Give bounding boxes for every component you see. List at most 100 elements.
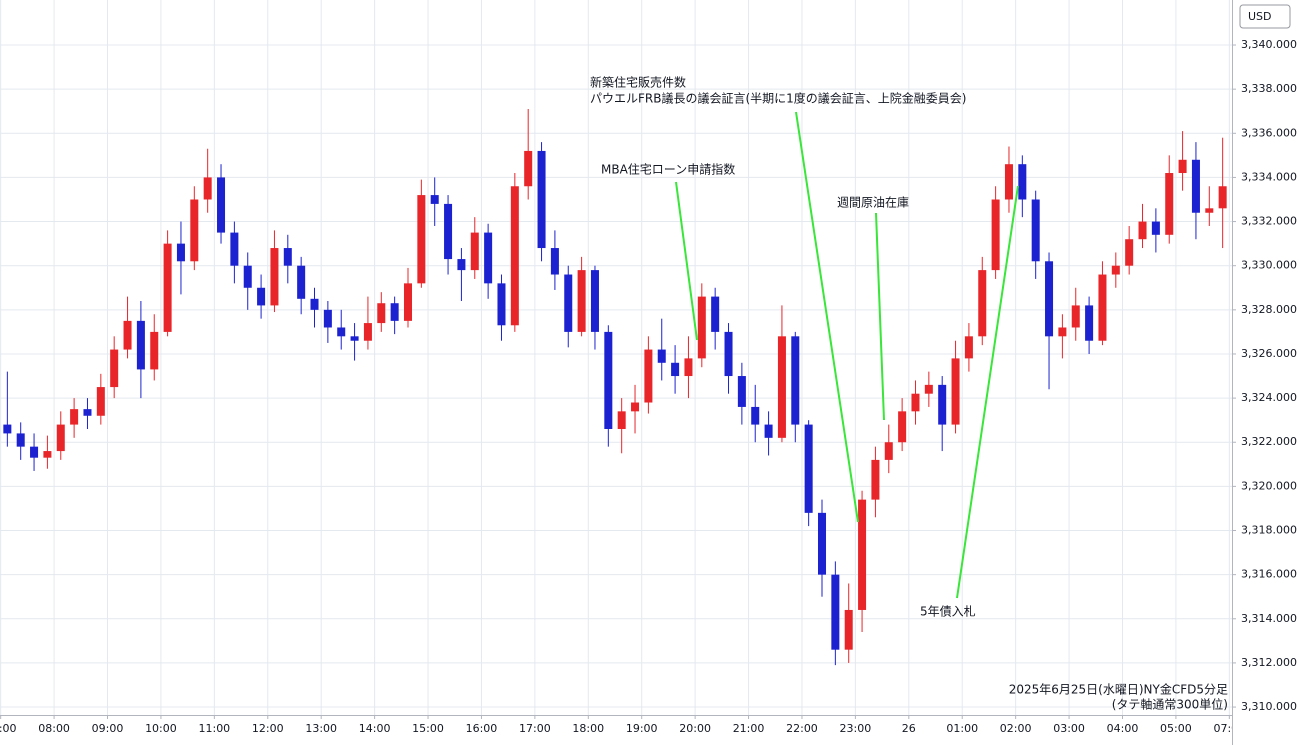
candle-body xyxy=(764,424,773,438)
candle-body xyxy=(457,259,466,271)
candle-body xyxy=(737,376,746,407)
candle-body xyxy=(871,459,880,500)
x-tick-label: 07:00 xyxy=(0,722,17,735)
candle-body xyxy=(1085,305,1094,341)
annotation-line xyxy=(795,111,859,523)
candle-body xyxy=(724,331,733,377)
candle-body xyxy=(203,177,212,200)
candle-body xyxy=(858,499,867,610)
candle-body xyxy=(617,411,626,429)
candle-body xyxy=(230,232,239,266)
y-tick-label: 3,338.000 xyxy=(1241,82,1297,95)
y-tick-label: 3,314.000 xyxy=(1241,612,1297,625)
currency-label: USD xyxy=(1248,10,1272,23)
candle-body xyxy=(243,265,252,288)
candle-body xyxy=(176,243,185,262)
candle-body xyxy=(817,512,827,575)
candle-body xyxy=(3,424,12,434)
candle-body xyxy=(991,199,1000,271)
x-tick-label: 09:00 xyxy=(92,722,124,735)
x-tick-label: 18:00 xyxy=(572,722,604,735)
candle-body xyxy=(1058,327,1067,337)
candle-body xyxy=(631,402,640,412)
candle-body xyxy=(564,274,573,332)
candle-body xyxy=(1151,221,1160,235)
y-tick-label: 3,316.000 xyxy=(1241,568,1297,581)
candle-body xyxy=(657,349,666,363)
candle-body xyxy=(911,393,920,412)
y-tick-label: 3,320.000 xyxy=(1241,479,1297,492)
candle-body xyxy=(550,248,559,275)
candle-body xyxy=(257,287,266,306)
candle-body xyxy=(711,296,720,332)
candle-body xyxy=(56,424,65,452)
x-tick-label: 20:00 xyxy=(679,722,711,735)
candle-body xyxy=(390,303,399,321)
annotations: 新築住宅販売件数 パウエルFRB議長の議会証言(半期に1度の議会証言、上院金融委… xyxy=(590,75,1228,712)
candle-body xyxy=(283,248,292,266)
candle-body xyxy=(323,309,332,328)
candle-body xyxy=(751,406,760,425)
x-tick-label: 03:00 xyxy=(1053,722,1085,735)
x-tick-label: 07:00 xyxy=(1213,722,1245,735)
y-tick-label: 3,330.000 xyxy=(1241,259,1297,272)
candle-body xyxy=(1191,159,1200,213)
candle-body xyxy=(1018,164,1027,200)
x-tick-label: 13:00 xyxy=(305,722,337,735)
candle-body xyxy=(297,265,306,299)
x-labels: 07:00 08:00 09:00 10:00 11:00 12:00 13:00 14:00… xyxy=(0,722,1245,735)
candle-body xyxy=(1098,274,1107,341)
candle-body xyxy=(123,320,132,350)
candle-body xyxy=(417,195,426,284)
candle-body xyxy=(1125,239,1134,266)
x-tick-label: 01:00 xyxy=(946,722,978,735)
candle-body xyxy=(403,283,413,321)
candle-body xyxy=(924,384,933,394)
annotation-line xyxy=(875,212,885,421)
candle-body xyxy=(884,442,893,460)
candle-body xyxy=(1045,261,1054,337)
candle-body xyxy=(777,336,786,438)
candle-body xyxy=(1004,164,1013,200)
candle-body xyxy=(1031,199,1040,262)
x-tick-label: 14:00 xyxy=(359,722,391,735)
y-tick-label: 3,310.000 xyxy=(1241,700,1297,713)
x-tick-label: 23:00 xyxy=(840,722,872,735)
x-tick-label: 08:00 xyxy=(38,722,70,735)
candle-body xyxy=(964,336,973,359)
candle-body xyxy=(217,177,226,233)
candle-body xyxy=(684,358,693,377)
y-tick-label: 3,334.000 xyxy=(1241,170,1297,183)
y-tick-label: 3,322.000 xyxy=(1241,435,1297,448)
y-tick-label: 3,340.000 xyxy=(1241,38,1297,51)
y-tick-label: 3,326.000 xyxy=(1241,347,1297,360)
x-tick-label: 16:00 xyxy=(466,722,498,735)
x-tick-label: 15:00 xyxy=(412,722,444,735)
candle-body xyxy=(337,327,346,337)
y-tick-label: 3,318.000 xyxy=(1241,524,1297,537)
candle-body xyxy=(70,409,79,425)
y-tick-label: 3,328.000 xyxy=(1241,303,1297,316)
candle-body xyxy=(1218,186,1227,209)
candle-body xyxy=(377,303,386,324)
candle-body xyxy=(577,270,586,332)
x-tick-label: 05:00 xyxy=(1160,722,1192,735)
annotation: パウエルFRB議長の議会証言(半期に1度の議会証言、上院金融委員会) xyxy=(590,91,966,106)
candle-body xyxy=(16,433,25,447)
candle-body xyxy=(30,446,39,458)
candle-body xyxy=(951,358,960,425)
candle-body xyxy=(524,150,533,187)
x-tick-label: 12:00 xyxy=(252,722,284,735)
x-tick-label: 02:00 xyxy=(1000,722,1032,735)
candle-body xyxy=(898,411,907,443)
candle-body xyxy=(1178,159,1187,174)
candle-body xyxy=(484,232,493,284)
annotation: 新築住宅販売件数 xyxy=(590,75,686,90)
candle-body xyxy=(697,296,706,359)
candle-body xyxy=(497,283,506,326)
x-tick-label: 21:00 xyxy=(733,722,765,735)
candle-body xyxy=(644,349,653,403)
candle-body xyxy=(363,323,372,341)
candle-body xyxy=(190,199,199,262)
